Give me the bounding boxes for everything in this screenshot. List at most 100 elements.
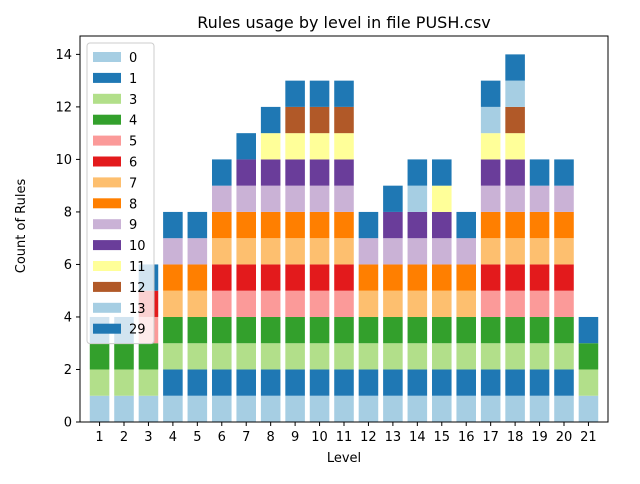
bar-segment-level-20-rule-7	[554, 238, 574, 265]
legend-label-7: 7	[129, 176, 137, 191]
bar-segment-level-8-rule-6	[260, 264, 281, 291]
bar-segment-level-5-rule-29	[187, 211, 208, 239]
bar-segment-level-13-rule-9	[383, 238, 403, 265]
legend-swatch-4	[93, 114, 121, 125]
bar-segment-level-19-rule-9	[529, 185, 550, 212]
bar-segment-level-10-rule-7	[309, 238, 330, 265]
bar-segment-level-16-rule-1	[456, 369, 476, 396]
bar-segment-level-17-rule-1	[480, 369, 501, 396]
bar-segment-level-2-rule-3	[114, 369, 134, 396]
bar-segment-level-11-rule-4	[334, 316, 354, 344]
bar-segment-level-9-rule-4	[285, 316, 305, 344]
legend-label-11: 11	[129, 260, 146, 275]
y-tick-label: 4	[64, 310, 72, 325]
bar-segment-level-10-rule-1	[309, 369, 330, 396]
bar-segment-level-18-rule-0	[505, 395, 525, 422]
bar-segment-level-7-rule-5	[236, 290, 256, 317]
bar-segment-level-14-rule-7	[407, 290, 428, 317]
bar-segment-level-5-rule-4	[187, 316, 208, 344]
x-tick-label: 19	[531, 430, 548, 445]
y-tick-label: 12	[55, 100, 72, 115]
bar-segment-level-11-rule-3	[334, 343, 354, 370]
chart-title: Rules usage by level in file PUSH.csv	[197, 13, 491, 32]
y-axis-label: Count of Rules	[14, 179, 29, 274]
bar-segment-level-10-rule-11	[309, 133, 330, 160]
bar-segment-level-10-rule-6	[309, 264, 330, 291]
bar-segment-level-12-rule-4	[358, 316, 379, 344]
bar-segment-level-17-rule-29	[480, 80, 501, 107]
bar-segment-level-15-rule-11	[432, 185, 452, 212]
bar-segment-level-4-rule-0	[163, 395, 183, 422]
legend-swatch-13	[93, 302, 121, 313]
bar-segment-level-17-rule-11	[480, 133, 501, 160]
bar-segment-level-14-rule-1	[407, 369, 428, 396]
bar-segment-level-18-rule-3	[505, 343, 525, 370]
bar-segment-level-12-rule-29	[358, 211, 379, 239]
bar-segment-level-20-rule-29	[554, 159, 574, 186]
bar-segment-level-4-rule-9	[163, 238, 183, 265]
bar-segment-level-15-rule-9	[432, 238, 452, 265]
legend-swatch-8	[93, 198, 121, 209]
bar-segment-level-8-rule-8	[260, 211, 281, 239]
bar-segment-level-11-rule-29	[334, 80, 354, 107]
bar-segment-level-9-rule-8	[285, 211, 305, 239]
bar-segment-level-19-rule-7	[529, 238, 550, 265]
bar-segment-level-6-rule-7	[212, 238, 232, 265]
bar-segment-level-10-rule-3	[309, 343, 330, 370]
bar-segment-level-11-rule-0	[334, 395, 354, 422]
bar-segment-level-9-rule-29	[285, 80, 305, 107]
bar-segment-level-16-rule-3	[456, 343, 476, 370]
bar-segment-level-13-rule-8	[383, 264, 403, 291]
x-tick-label: 20	[556, 430, 573, 445]
x-tick-label: 17	[482, 430, 499, 445]
bar-segment-level-9-rule-1	[285, 369, 305, 396]
bar-segment-level-9-rule-12	[285, 106, 305, 134]
bar-segment-level-20-rule-6	[554, 264, 574, 291]
legend-swatch-12	[93, 281, 121, 292]
bar-segment-level-4-rule-3	[163, 343, 183, 370]
bar-segment-level-20-rule-4	[554, 316, 574, 344]
x-tick-label: 11	[336, 430, 353, 445]
x-tick-label: 6	[218, 430, 226, 445]
bar-segment-level-5-rule-3	[187, 343, 208, 370]
bar-segment-level-11-rule-10	[334, 159, 354, 186]
bar-segment-level-12-rule-1	[358, 369, 379, 396]
bar-segment-level-21-rule-3	[578, 369, 599, 396]
bar-segment-level-18-rule-8	[505, 211, 525, 239]
bar-segment-level-8-rule-29	[260, 106, 281, 134]
bar-segment-level-15-rule-3	[432, 343, 452, 370]
bar-segment-level-15-rule-7	[432, 290, 452, 317]
bar-segment-level-18-rule-6	[505, 264, 525, 291]
legend-label-4: 4	[129, 114, 137, 129]
bar-segment-level-10-rule-4	[309, 316, 330, 344]
bar-segment-level-11-rule-6	[334, 264, 354, 291]
bar-segment-level-20-rule-9	[554, 185, 574, 212]
bar-segment-level-13-rule-0	[383, 395, 403, 422]
bar-segment-level-5-rule-9	[187, 238, 208, 265]
bar-segment-level-18-rule-29	[505, 54, 525, 81]
legend-label-29: 29	[129, 323, 146, 338]
legend-swatch-29	[93, 323, 121, 334]
bar-segment-level-18-rule-12	[505, 106, 525, 134]
bar-segment-level-17-rule-3	[480, 343, 501, 370]
bar-segment-level-18-rule-5	[505, 290, 525, 317]
legend-swatch-0	[93, 52, 121, 62]
bar-segment-level-13-rule-29	[383, 185, 403, 212]
bar-segment-level-17-rule-5	[480, 290, 501, 317]
legend-label-0: 0	[129, 51, 137, 66]
bar-segment-level-7-rule-3	[236, 343, 256, 370]
bar-segment-level-7-rule-6	[236, 264, 256, 291]
bar-segment-level-17-rule-4	[480, 316, 501, 344]
bar-segment-level-13-rule-1	[383, 369, 403, 396]
legend-swatch-11	[93, 261, 121, 271]
bar-segment-level-14-rule-4	[407, 316, 428, 344]
bar-segment-level-19-rule-8	[529, 211, 550, 239]
bar-segment-level-7-rule-8	[236, 211, 256, 239]
bar-segment-level-10-rule-5	[309, 290, 330, 317]
bar-segment-level-12-rule-3	[358, 343, 379, 370]
bar-segment-level-19-rule-6	[529, 264, 550, 291]
bar-segment-level-4-rule-29	[163, 211, 183, 239]
legend-swatch-3	[93, 93, 121, 104]
bar-segment-level-9-rule-9	[285, 185, 305, 212]
